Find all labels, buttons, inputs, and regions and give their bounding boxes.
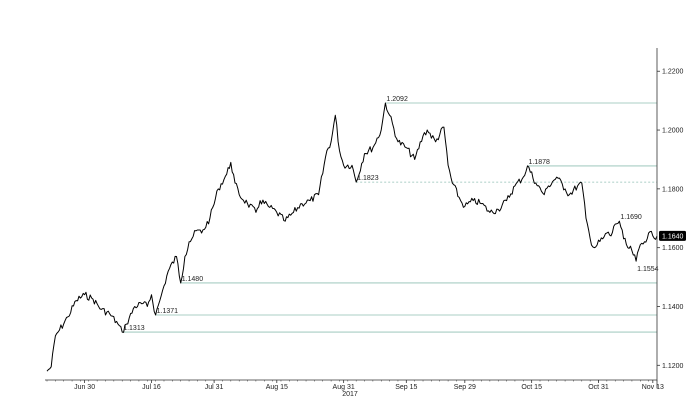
annotation-label: 1.1554 (637, 266, 659, 273)
annotation-label: 1.1480 (182, 276, 204, 283)
x-tick-label: Sep 29 (454, 384, 476, 391)
y-tick-label: 1.1600 (662, 245, 684, 252)
y-tick-label: 1.1800 (662, 186, 684, 193)
last-value-label: 1.1640 (662, 233, 684, 240)
x-tick-label: Jul 16 (142, 384, 161, 391)
series-line (46, 102, 658, 372)
x-tick-label: Oct 31 (588, 384, 609, 391)
y-tick-label: 1.2000 (662, 128, 684, 135)
annotation-label: 1.1313 (123, 325, 145, 332)
annotation-label: 1.1690 (620, 214, 642, 221)
annotation-label: 1.1823 (357, 175, 379, 182)
y-tick-label: 1.1200 (662, 363, 684, 370)
annotation-label: 1.1371 (157, 308, 179, 315)
x-tick-label: Jun 30 (74, 384, 95, 391)
x-axis: Jun 30 Jul 16 Jul 31 Aug 15 Aug 31 Sep 15 Sep … (45, 379, 664, 391)
x-tick-label: Aug 31 (333, 384, 355, 391)
annotation-layer: 1.2092 1.1823 1.1878 1.1690 1.1554 1.1480 1.13… (123, 96, 658, 332)
reference-lines (122, 102, 657, 333)
x-tick-label: Nov 13 (642, 384, 664, 391)
x-tick-label: Aug 15 (266, 384, 288, 391)
series-layer (46, 102, 658, 372)
last-value-badge (659, 230, 686, 241)
x-tick-label: Sep 15 (395, 384, 417, 391)
y-axis: 1.2200 1.2000 1.1800 1.1600 1.1400 1.1200 1.16… (656, 48, 686, 388)
annotation-label: 1.2092 (386, 96, 408, 103)
x-axis-title: 2017 (342, 391, 358, 398)
annotation-label: 1.1878 (528, 159, 550, 166)
x-tick-label: Jul 31 (205, 384, 224, 391)
x-tick-label: Oct 15 (521, 384, 542, 391)
y-tick-label: 1.1400 (662, 304, 684, 311)
y-tick-label: 1.2200 (662, 69, 684, 76)
